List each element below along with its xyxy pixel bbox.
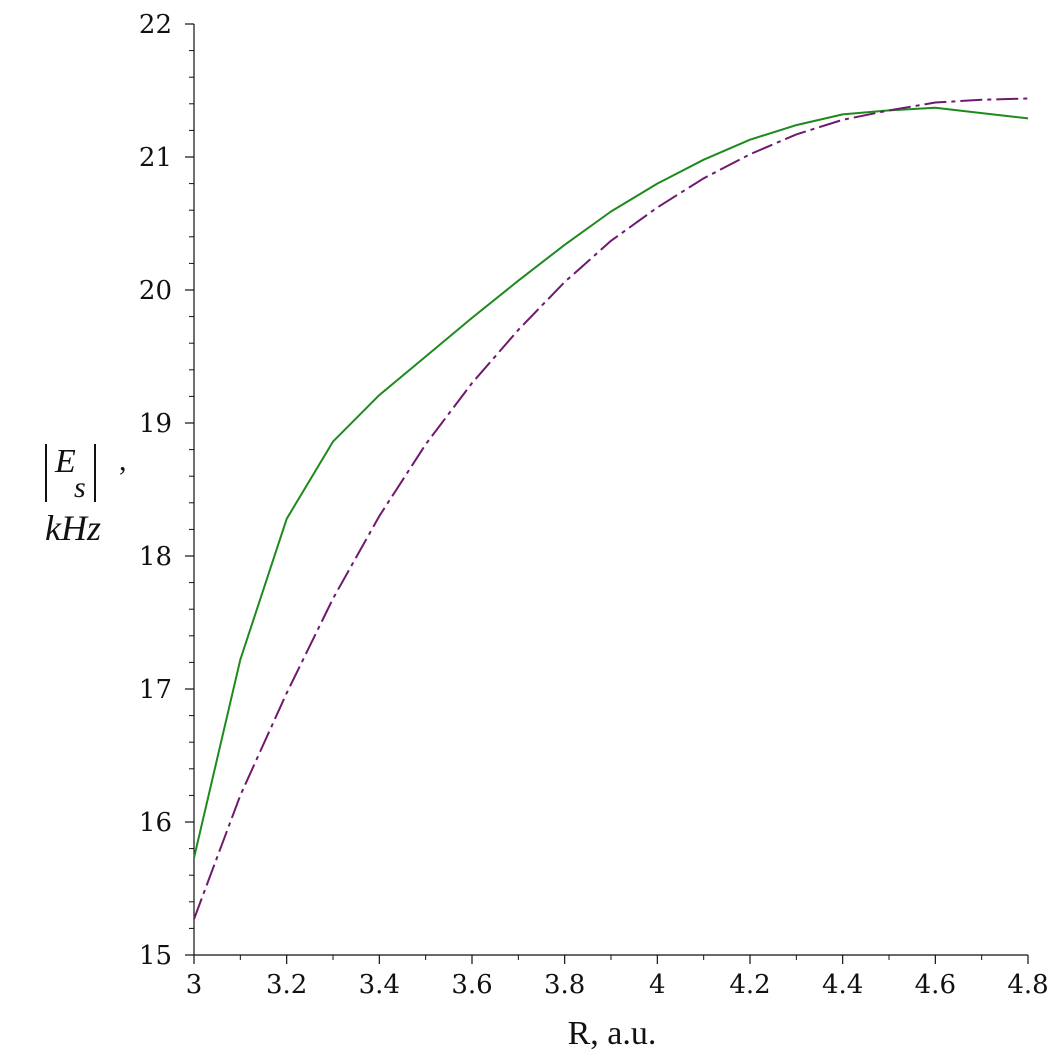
- x-tick-label: 3.8: [544, 970, 585, 1000]
- x-tick-label: 3.2: [266, 970, 307, 1000]
- y-tick-label: 22: [139, 10, 172, 40]
- x-tick-label: 4.6: [915, 970, 956, 1000]
- x-tick-label: 4.4: [822, 970, 863, 1000]
- y-axis-symbol: E: [54, 443, 76, 480]
- y-tick-label: 16: [139, 808, 172, 838]
- y-axis-subscript: s: [74, 471, 86, 504]
- y-tick-label: 17: [139, 675, 172, 705]
- x-tick-label: 4.8: [1007, 970, 1048, 1000]
- y-tick-label: 19: [139, 409, 172, 439]
- y-tick-label: 21: [139, 143, 172, 173]
- x-tick-label: 4.2: [729, 970, 770, 1000]
- y-axis-separator: ,: [119, 444, 127, 477]
- y-tick-label: 15: [139, 941, 172, 971]
- x-tick-label: 4: [649, 970, 666, 1000]
- x-axis-ticks: 3 3.2 3.4 3.6 3.8 4 4.2 4.4 4.6 4.8: [186, 955, 1049, 1000]
- solid-series-line: [193, 106, 1029, 859]
- x-tick-label: 3.4: [359, 970, 400, 1000]
- y-tick-label: 18: [139, 542, 172, 572]
- x-axis-title: R, a.u.: [568, 1015, 657, 1052]
- y-axis-unit: kHz: [45, 508, 101, 548]
- x-tick-label: 3: [186, 970, 203, 1000]
- x-tick-label: 3.6: [451, 970, 492, 1000]
- dashed-series-line: [193, 97, 1029, 920]
- y-axis-ticks: 15 16 17 18 19 20 21 22: [139, 10, 194, 971]
- axes: [193, 24, 1028, 956]
- y-axis-title: E s , kHz: [45, 443, 127, 548]
- series-layer: [193, 97, 1029, 920]
- y-tick-label: 20: [139, 276, 172, 306]
